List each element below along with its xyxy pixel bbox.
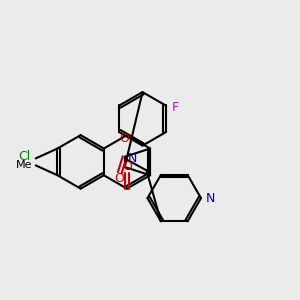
Text: Me: Me (16, 160, 33, 170)
Text: O: O (119, 132, 129, 145)
Text: O: O (114, 172, 124, 185)
Text: O: O (122, 160, 132, 173)
Text: N: N (206, 192, 215, 205)
Text: F: F (172, 101, 179, 114)
Text: Cl: Cl (19, 150, 31, 164)
Text: N: N (128, 152, 137, 165)
